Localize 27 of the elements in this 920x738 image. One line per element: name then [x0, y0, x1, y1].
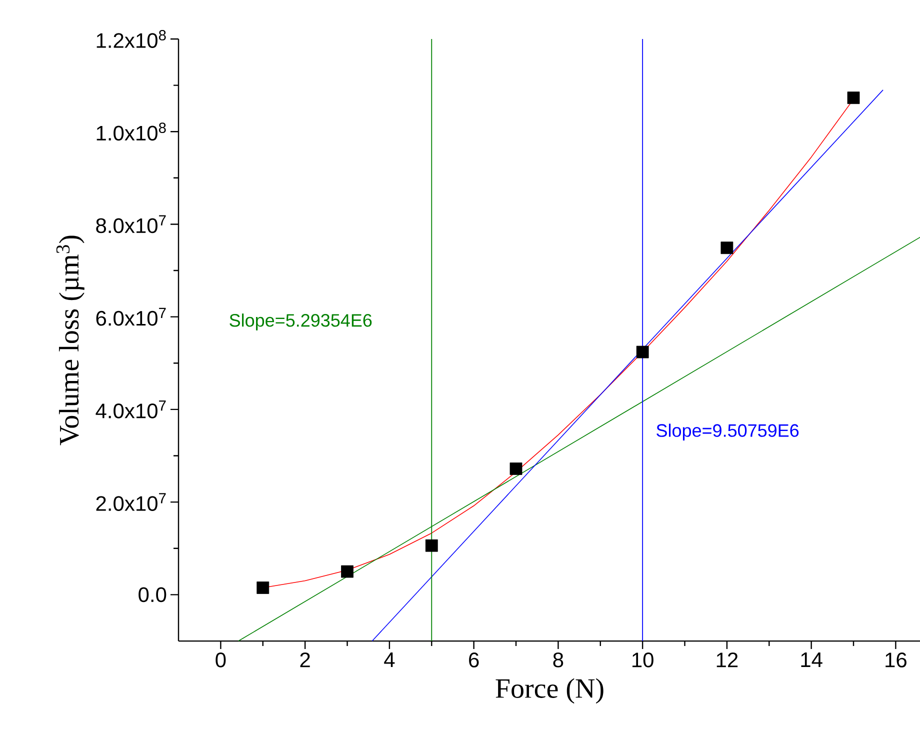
x-tick-label: 6	[469, 652, 479, 668]
x-axis-title: Force (N)	[496, 678, 604, 704]
y-tick-label: 0.0	[138, 587, 166, 602]
x-tick-label: 12	[716, 652, 738, 668]
y-axis-title: Volume loss (µm$^{3}$)	[56, 236, 84, 446]
y-tick-label: 2.0x10$^{7}$	[96, 493, 166, 511]
y-tick-label: 1.2x10$^{8}$	[96, 30, 166, 48]
x-tick-label: 2	[300, 652, 310, 668]
annotation: Slope=5.29354E6	[230, 314, 372, 330]
point	[847, 92, 860, 104]
y-tick-label: 4.0x10$^{7}$	[96, 400, 166, 418]
point	[720, 242, 734, 254]
x-tick-label: 8	[553, 652, 564, 668]
point	[636, 346, 649, 358]
x-tick-label: 16	[886, 652, 906, 668]
x-tick-label: 10	[632, 652, 654, 668]
x-tick-label: 4	[384, 652, 395, 667]
point	[256, 582, 270, 594]
point	[510, 462, 522, 475]
x-tick-label: 14	[801, 652, 822, 667]
x-tick-label: 0	[216, 652, 226, 668]
y-tick-label: 6.0x10$^{7}$	[96, 308, 166, 326]
annotation: Slope=9.50759E6	[656, 424, 799, 440]
y-tick-label: 1.0x10$^{8}$	[96, 122, 166, 141]
point	[425, 539, 438, 552]
y-tick-label: 8.0x10$^{7}$	[96, 215, 166, 234]
point	[341, 565, 354, 578]
